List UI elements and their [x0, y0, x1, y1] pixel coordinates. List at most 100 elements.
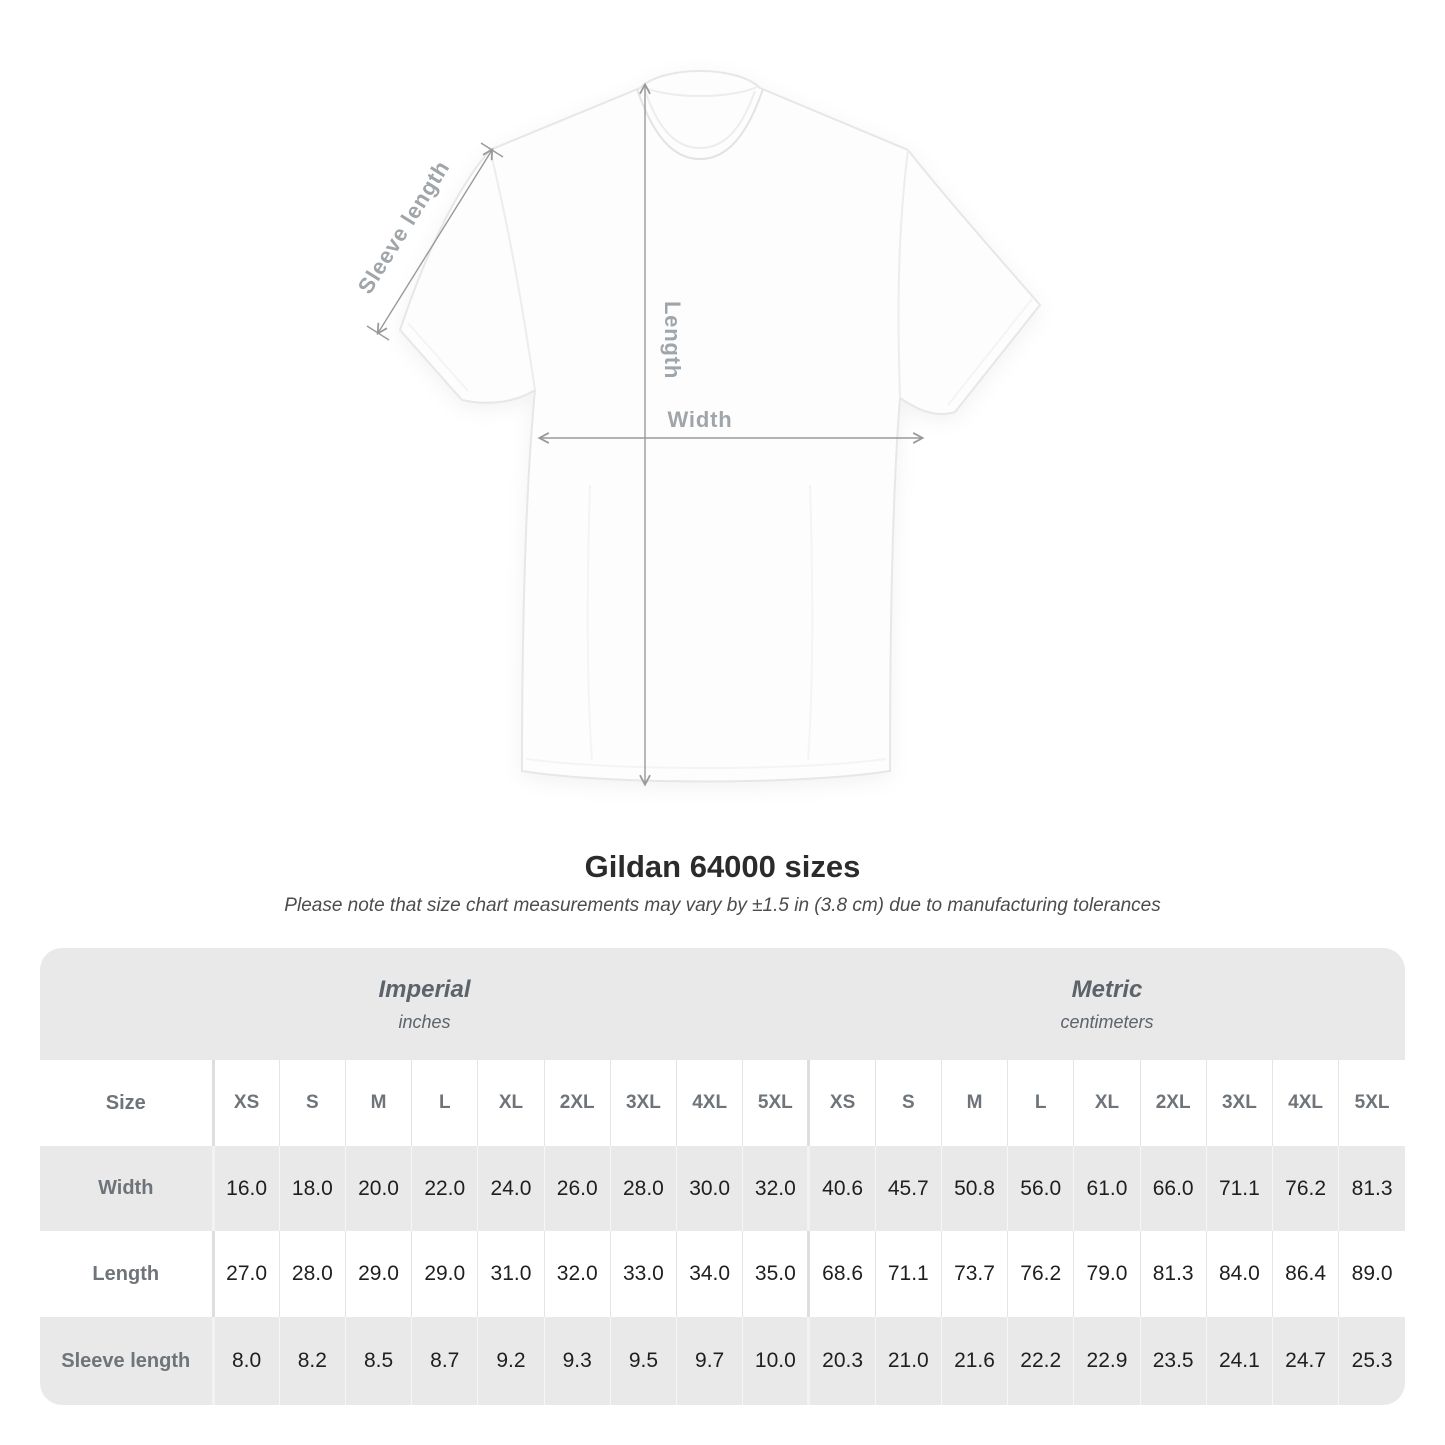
cell-length-metric-xl: 79.0	[1073, 1231, 1141, 1317]
row-label-sleeve-length: Sleeve length	[40, 1317, 213, 1405]
metric-header-cell: Metric centimeters	[808, 948, 1405, 1060]
unit-header-row: Imperial inches Metric centimeters	[40, 948, 1405, 1060]
cell-width-imperial-2xl: 26.0	[543, 1146, 611, 1231]
cell-length-metric-xs: 68.6	[807, 1231, 876, 1317]
cell-length-metric-l: 76.2	[1007, 1231, 1074, 1317]
cell-length-imperial-m: 29.0	[344, 1231, 412, 1317]
tshirt-body	[398, 69, 1042, 783]
size-col-metric-2xl: 2XL	[1139, 1060, 1207, 1146]
cell-length-imperial-l: 29.0	[411, 1231, 478, 1317]
collar-inner-seam	[644, 90, 756, 150]
size-col-metric-3xl: 3XL	[1205, 1060, 1273, 1146]
right-cuff-stitch	[947, 298, 1033, 406]
cell-width-imperial-4xl: 30.0	[676, 1146, 743, 1231]
size-col-imperial-xl: XL	[477, 1060, 545, 1146]
cell-width-imperial-xs: 16.0	[211, 1146, 280, 1231]
size-col-imperial-5xl: 5XL	[742, 1060, 809, 1146]
row-label-length: Length	[40, 1231, 213, 1317]
size-col-metric-xl: XL	[1073, 1060, 1141, 1146]
cell-sleeve-length-imperial-2xl: 9.3	[543, 1317, 611, 1405]
cell-sleeve-length-imperial-s: 8.2	[278, 1317, 346, 1405]
size-col-imperial-l: L	[411, 1060, 478, 1146]
size-table-card: Imperial inches Metric centimeters Size X…	[40, 948, 1405, 1405]
cell-sleeve-length-imperial-m: 8.5	[344, 1317, 412, 1405]
size-col-imperial-4xl: 4XL	[676, 1060, 743, 1146]
cell-sleeve-length-imperial-xl: 9.2	[477, 1317, 545, 1405]
cell-width-imperial-m: 20.0	[344, 1146, 412, 1231]
imperial-unit-label: inches	[398, 1011, 451, 1032]
cell-sleeve-length-imperial-3xl: 9.5	[609, 1317, 677, 1405]
size-col-metric-m: M	[940, 1060, 1008, 1146]
tshirt-illustration: Sleeve length Length Width	[353, 69, 1042, 787]
cell-width-metric-2xl: 66.0	[1139, 1146, 1207, 1231]
fabric-fold-left	[586, 484, 593, 761]
cell-width-metric-s: 45.7	[874, 1146, 942, 1231]
size-header-row: Size XS S M L XL 2XL 3XL 4XL 5XL XS S M L XL 2XL 3XL 4XL 5…	[40, 1060, 1405, 1146]
cell-width-metric-4xl: 76.2	[1271, 1146, 1339, 1231]
cell-length-metric-3xl: 84.0	[1205, 1231, 1273, 1317]
tshirt-diagram: Sleeve length Length Width	[340, 55, 1060, 815]
tolerance-note: Please note that size chart measurements…	[284, 895, 1161, 916]
size-col-metric-l: L	[1007, 1060, 1074, 1146]
cell-width-imperial-xl: 24.0	[477, 1146, 545, 1231]
cell-sleeve-length-metric-5xl: 25.3	[1338, 1317, 1405, 1405]
cell-width-metric-3xl: 71.1	[1205, 1146, 1273, 1231]
cell-length-metric-4xl: 86.4	[1271, 1231, 1339, 1317]
cell-length-metric-m: 73.7	[940, 1231, 1008, 1317]
imperial-label: Imperial	[378, 975, 471, 1003]
measurement-row-length: Length 27.0 28.0 29.0 29.0 31.0 32.0 33.0 34.0 35…	[40, 1231, 1405, 1317]
cell-sleeve-length-imperial-4xl: 9.7	[676, 1317, 743, 1405]
cell-width-metric-m: 50.8	[940, 1146, 1008, 1231]
size-col-imperial-2xl: 2XL	[543, 1060, 611, 1146]
metric-label: Metric	[1071, 975, 1143, 1003]
sleeve-arrow-tick-bottom	[366, 325, 390, 341]
measurement-row-sleeve-length: Sleeve length 8.0 8.2 8.5 8.7 9.2 9.3 9.5 9.7 10.…	[40, 1317, 1405, 1405]
cell-sleeve-length-metric-4xl: 24.7	[1271, 1317, 1339, 1405]
cell-length-imperial-3xl: 33.0	[609, 1231, 677, 1317]
cell-sleeve-length-imperial-xs: 8.0	[211, 1317, 280, 1405]
size-col-imperial-m: M	[344, 1060, 412, 1146]
cell-length-imperial-5xl: 35.0	[742, 1231, 809, 1317]
cell-length-imperial-xs: 27.0	[211, 1231, 280, 1317]
width-label: Width	[668, 407, 733, 432]
sleeve-length-arrow	[376, 147, 494, 336]
cell-width-metric-xl: 61.0	[1073, 1146, 1141, 1231]
cell-length-imperial-xl: 31.0	[477, 1231, 545, 1317]
cell-sleeve-length-metric-l: 22.2	[1007, 1317, 1074, 1405]
cell-sleeve-length-metric-2xl: 23.5	[1139, 1317, 1207, 1405]
cell-width-metric-xs: 40.6	[807, 1146, 876, 1231]
imperial-header-cell: Imperial inches	[40, 948, 809, 1060]
cell-width-metric-l: 56.0	[1007, 1146, 1074, 1231]
cell-length-metric-5xl: 89.0	[1338, 1231, 1405, 1317]
size-column-header: Size	[40, 1060, 213, 1146]
cell-sleeve-length-metric-s: 21.0	[874, 1317, 942, 1405]
tshirt-shape	[398, 69, 1042, 783]
cell-width-imperial-5xl: 32.0	[742, 1146, 809, 1231]
cell-length-metric-s: 71.1	[874, 1231, 942, 1317]
cell-sleeve-length-metric-3xl: 24.1	[1205, 1317, 1273, 1405]
size-col-imperial-3xl: 3XL	[609, 1060, 677, 1146]
cell-sleeve-length-imperial-l: 8.7	[411, 1317, 478, 1405]
size-col-imperial-xs: XS	[211, 1060, 280, 1146]
cell-sleeve-length-metric-m: 21.6	[940, 1317, 1008, 1405]
cell-length-imperial-2xl: 32.0	[543, 1231, 611, 1317]
collar-back-seam	[642, 86, 758, 97]
length-label: Length	[660, 301, 685, 379]
row-label-width: Width	[40, 1146, 213, 1231]
cell-length-imperial-4xl: 34.0	[676, 1231, 743, 1317]
right-armhole-seam	[897, 149, 909, 399]
left-armhole-seam	[489, 149, 536, 391]
cell-length-metric-2xl: 81.3	[1139, 1231, 1207, 1317]
size-col-metric-5xl: 5XL	[1338, 1060, 1405, 1146]
size-table: Imperial inches Metric centimeters Size X…	[40, 948, 1405, 1405]
cell-width-imperial-l: 22.0	[411, 1146, 478, 1231]
size-col-metric-4xl: 4XL	[1271, 1060, 1339, 1146]
cell-width-metric-5xl: 81.3	[1338, 1146, 1405, 1231]
metric-unit-label: centimeters	[1060, 1011, 1154, 1032]
cell-sleeve-length-imperial-5xl: 10.0	[742, 1317, 809, 1405]
cell-sleeve-length-metric-xl: 22.9	[1073, 1317, 1141, 1405]
hem-stitch	[525, 758, 887, 769]
cell-length-imperial-s: 28.0	[278, 1231, 346, 1317]
size-col-metric-xs: XS	[807, 1060, 876, 1146]
